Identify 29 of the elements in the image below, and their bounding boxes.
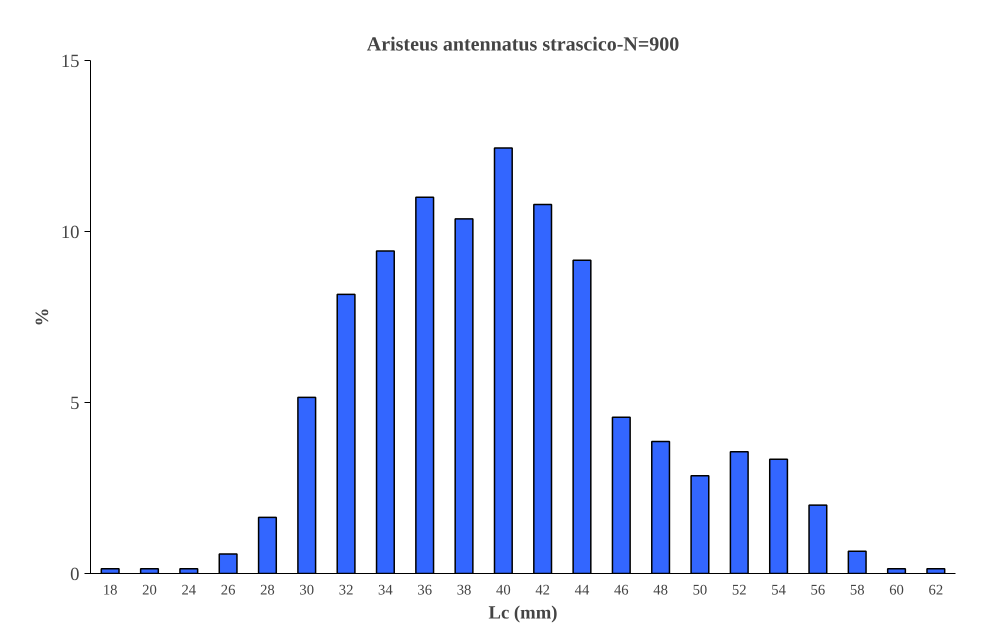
x-tick-label: 58 [850, 582, 865, 598]
x-tick-label: 20 [142, 582, 157, 598]
x-axis-title: Lc (mm) [488, 602, 558, 624]
y-tick-label: 15 [60, 51, 80, 72]
x-tick-label: 18 [102, 582, 118, 598]
x-tick-label: 46 [614, 582, 629, 598]
x-tick-label: 38 [456, 582, 472, 598]
x-tick-label: 52 [732, 582, 747, 598]
x-tick-label: 34 [378, 582, 394, 598]
x-tick-label: 28 [260, 582, 275, 598]
x-tick-label: 40 [496, 582, 511, 598]
x-tick-label: 42 [535, 582, 550, 598]
x-tick-label: 32 [338, 582, 354, 598]
x-tick-label: 60 [889, 582, 904, 598]
chart-title: Aristeus antennatus strascico-N=900 [366, 34, 680, 56]
y-axis-title: % [32, 308, 53, 326]
x-tick-label: 26 [220, 582, 236, 598]
x-tick-label: 62 [928, 582, 944, 598]
x-tick-label: 36 [417, 582, 432, 598]
x-tick-label: 48 [653, 582, 668, 598]
x-tick-label: 24 [181, 582, 197, 598]
x-tick-label: 54 [771, 582, 787, 598]
x-tick-label: 30 [299, 582, 314, 598]
x-tick-label: 50 [692, 582, 708, 598]
y-tick-label: 5 [70, 393, 80, 414]
x-tick-label: 56 [810, 582, 826, 598]
y-tick-label: 0 [70, 564, 80, 585]
x-tick-label: 44 [574, 582, 590, 598]
y-tick-label: 10 [60, 222, 80, 243]
